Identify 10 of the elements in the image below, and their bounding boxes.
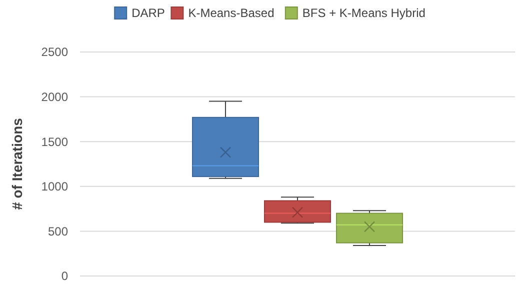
y-tick-label: 1500	[41, 134, 68, 149]
y-axis-title: # of Iterations	[9, 118, 25, 210]
y-tick-label: 2000	[41, 90, 68, 104]
legend-label: DARP	[132, 6, 165, 20]
legend-label: BFS + K-Means Hybrid	[302, 6, 426, 20]
legend-label: K-Means-Based	[188, 6, 274, 20]
y-tick-label: 0	[61, 269, 68, 284]
y-tick-label: 500	[48, 224, 68, 238]
y-tick-label: 2500	[41, 45, 68, 60]
y-tick-label: 1000	[41, 180, 68, 194]
